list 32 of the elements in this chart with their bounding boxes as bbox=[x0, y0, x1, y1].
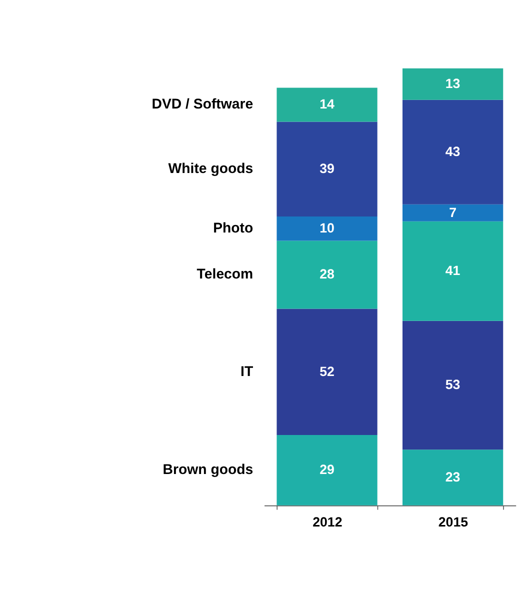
series-label: DVD / Software bbox=[152, 96, 254, 112]
bar bbox=[276, 122, 378, 216]
bar bbox=[276, 435, 378, 506]
series-label: Photo bbox=[213, 220, 254, 236]
data-label: 41 bbox=[445, 263, 461, 278]
data-label: 28 bbox=[320, 266, 336, 282]
bar bbox=[402, 68, 504, 100]
bar bbox=[402, 204, 504, 222]
bar bbox=[276, 88, 378, 122]
bar bbox=[276, 308, 378, 436]
data-label: 14 bbox=[320, 96, 336, 112]
series-label: White goods bbox=[168, 160, 254, 176]
data-label: 13 bbox=[445, 76, 460, 92]
x-tick-label: 2015 bbox=[438, 514, 469, 530]
data-label: 43 bbox=[445, 144, 460, 160]
data-label: 39 bbox=[320, 161, 334, 176]
bar bbox=[402, 100, 504, 204]
x-tick-label: 2012 bbox=[312, 514, 342, 530]
series-label: Brown goods bbox=[162, 461, 254, 478]
bar bbox=[402, 450, 504, 506]
bar bbox=[402, 221, 504, 321]
bar bbox=[402, 320, 504, 450]
bar bbox=[276, 216, 378, 241]
data-label: 29 bbox=[320, 462, 334, 478]
series-label: IT bbox=[240, 362, 254, 379]
data-label: 10 bbox=[320, 220, 334, 236]
series-label: Telecom bbox=[196, 266, 254, 282]
data-label: 23 bbox=[445, 469, 460, 484]
bar bbox=[276, 240, 378, 309]
data-label: 53 bbox=[445, 377, 460, 392]
data-label: 52 bbox=[320, 364, 334, 379]
data-label: 7 bbox=[449, 204, 457, 220]
